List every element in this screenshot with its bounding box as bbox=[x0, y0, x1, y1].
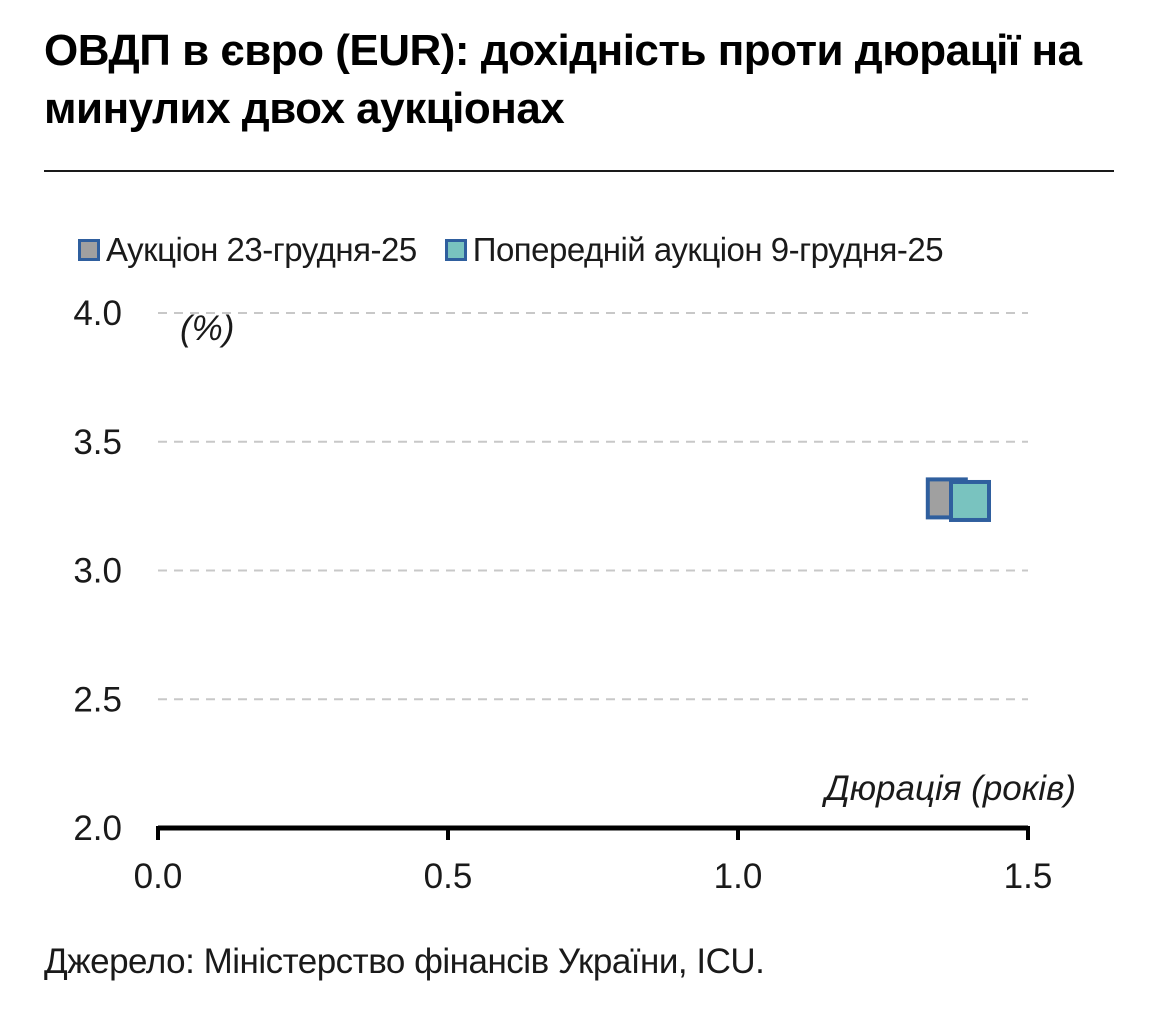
y-tick-label: 4.0 bbox=[73, 294, 122, 333]
x-tick-label: 1.0 bbox=[714, 857, 763, 896]
title-divider bbox=[44, 170, 1114, 172]
legend-item-current: Аукціон 23-грудня-25 bbox=[78, 231, 417, 269]
data-point-previous bbox=[949, 479, 991, 522]
y-tick-label: 2.5 bbox=[73, 680, 122, 719]
y-tick-label: 3.0 bbox=[73, 552, 122, 591]
legend-swatch-previous bbox=[444, 239, 467, 261]
y-axis-label: (%) bbox=[180, 309, 234, 348]
x-tick-label: 0.5 bbox=[424, 857, 473, 896]
legend-label-current: Аукціон 23-грудня-25 bbox=[106, 231, 417, 268]
y-tick-label: 3.5 bbox=[73, 423, 122, 462]
x-axis-label: Дюрація (років) bbox=[821, 769, 1076, 808]
source-note: Джерело: Міністерство фінансів України, … bbox=[44, 942, 765, 981]
chart-title: ОВДП в євро (EUR): дохідність проти дюра… bbox=[44, 26, 1082, 133]
legend: Аукціон 23-грудня-25 Попередній аукціон … bbox=[78, 226, 971, 274]
x-tick-label: 0.0 bbox=[134, 857, 183, 896]
y-tick-label: 2.0 bbox=[73, 809, 122, 848]
legend-swatch-current bbox=[78, 239, 100, 261]
legend-item-previous: Попередній аукціон 9-грудня-25 bbox=[444, 231, 944, 269]
x-tick-label: 1.5 bbox=[1004, 857, 1053, 896]
legend-label-previous: Попередній аукціон 9-грудня-25 bbox=[472, 231, 944, 268]
